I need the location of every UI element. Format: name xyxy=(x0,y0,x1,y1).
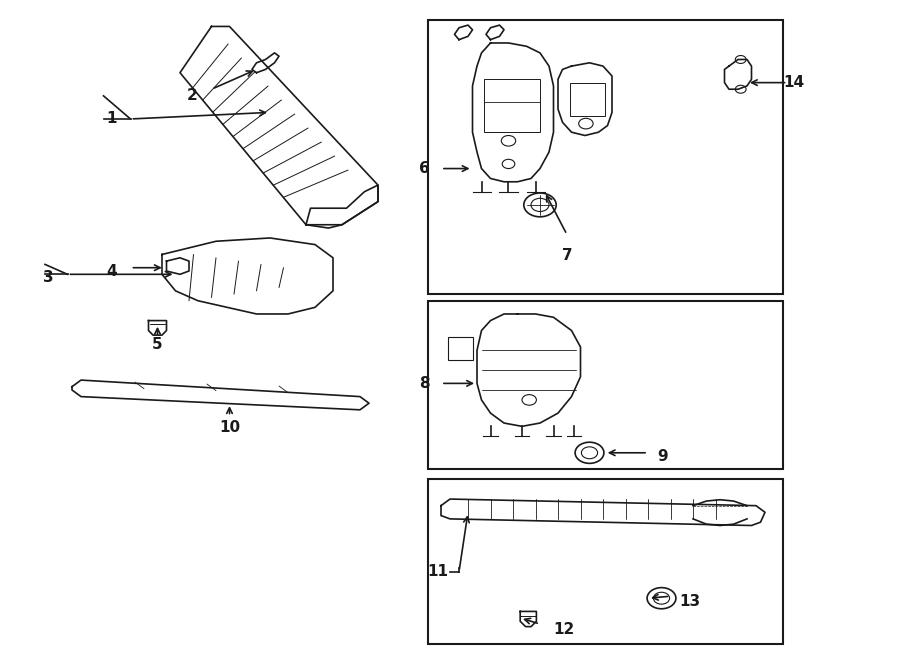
Text: 14: 14 xyxy=(783,75,804,90)
Text: 13: 13 xyxy=(680,594,700,609)
Bar xyxy=(428,20,783,294)
Text: 3: 3 xyxy=(43,270,54,285)
Text: 10: 10 xyxy=(219,420,240,435)
Bar xyxy=(428,301,783,469)
Text: 9: 9 xyxy=(657,449,668,463)
Text: 6: 6 xyxy=(419,161,430,176)
Bar xyxy=(448,337,472,360)
Bar xyxy=(428,479,783,644)
Text: 4: 4 xyxy=(106,264,117,278)
Text: 7: 7 xyxy=(562,248,572,263)
Bar xyxy=(484,79,540,132)
Text: 5: 5 xyxy=(152,337,163,352)
Text: 2: 2 xyxy=(187,89,198,103)
Text: 11: 11 xyxy=(428,564,448,579)
Text: 8: 8 xyxy=(419,376,430,391)
Text: 12: 12 xyxy=(554,622,575,637)
Bar xyxy=(570,83,605,116)
Text: 1: 1 xyxy=(106,112,117,126)
